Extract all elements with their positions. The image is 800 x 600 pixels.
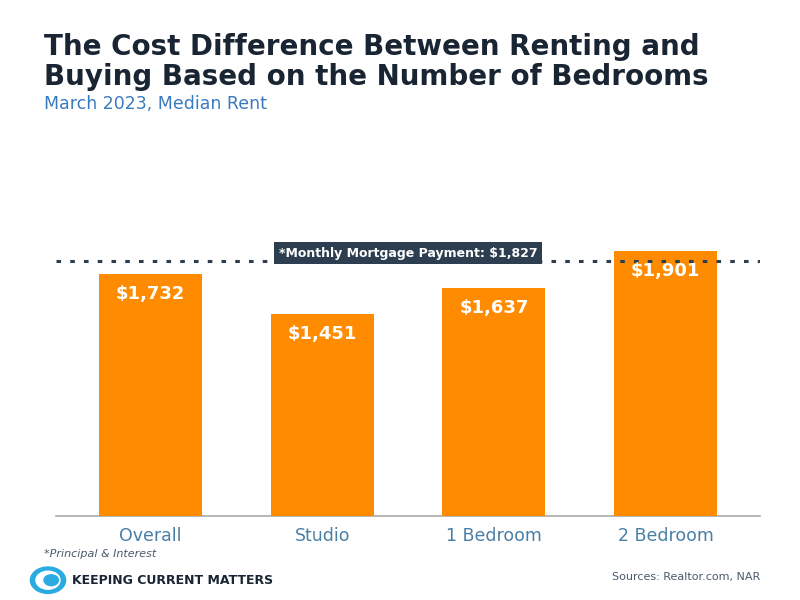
Text: The Cost Difference Between Renting and: The Cost Difference Between Renting and [44,33,700,61]
Text: KEEPING CURRENT MATTERS: KEEPING CURRENT MATTERS [72,574,273,587]
Text: March 2023, Median Rent: March 2023, Median Rent [44,95,267,113]
Text: Buying Based on the Number of Bedrooms: Buying Based on the Number of Bedrooms [44,63,709,91]
Text: *Monthly Mortgage Payment: $1,827: *Monthly Mortgage Payment: $1,827 [278,247,538,260]
Text: $1,901: $1,901 [631,262,700,280]
Text: *Principal & Interest: *Principal & Interest [44,549,156,559]
Bar [442,287,546,516]
Text: $1,451: $1,451 [287,325,357,343]
Text: Sources: Realtor.com, NAR: Sources: Realtor.com, NAR [612,572,760,582]
Bar [270,314,374,516]
Text: $1,732: $1,732 [116,286,185,304]
Text: $1,637: $1,637 [459,299,529,317]
Bar [614,251,717,516]
Bar [99,274,202,516]
